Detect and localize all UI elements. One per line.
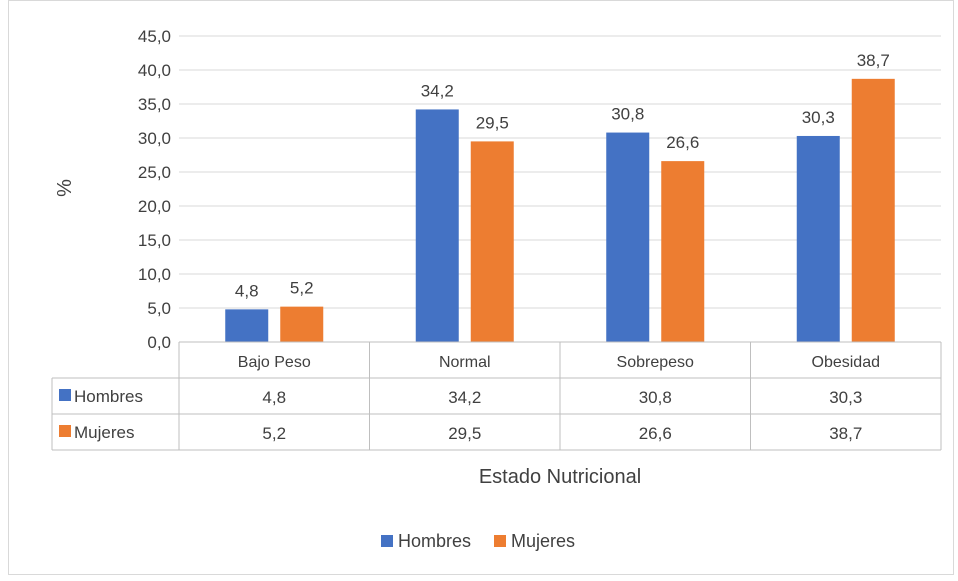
legend-key-hombres xyxy=(381,535,393,547)
table-legend-key xyxy=(59,425,71,437)
bar-mujeres-bajo-peso xyxy=(280,306,324,342)
data-label: 29,5 xyxy=(476,113,509,132)
table-cell: 29,5 xyxy=(448,424,481,443)
y-tick-label: 5,0 xyxy=(147,299,171,318)
y-tick-label: 15,0 xyxy=(138,231,171,250)
bar-mujeres-normal xyxy=(470,141,514,342)
data-label: 34,2 xyxy=(421,81,454,100)
y-axis-title: % xyxy=(54,179,76,197)
y-tick-label: 40,0 xyxy=(138,61,171,80)
category-label: Normal xyxy=(439,354,491,371)
data-label: 30,8 xyxy=(611,105,644,124)
legend-key-mujeres xyxy=(494,535,506,547)
data-label: 30,3 xyxy=(802,108,835,127)
y-tick-label: 35,0 xyxy=(138,95,171,114)
y-tick-label: 0,0 xyxy=(147,333,171,352)
data-label: 38,7 xyxy=(857,51,890,70)
category-label: Bajo Peso xyxy=(238,354,311,371)
data-label: 26,6 xyxy=(666,133,699,152)
table-cell: 26,6 xyxy=(639,424,672,443)
category-label: Obesidad xyxy=(812,354,881,371)
y-tick-label: 30,0 xyxy=(138,129,171,148)
legend-label-mujeres: Mujeres xyxy=(511,531,575,551)
bar-hombres-bajo-peso xyxy=(225,309,269,342)
category-label: Sobrepeso xyxy=(617,354,694,371)
x-axis-title: Estado Nutricional xyxy=(479,466,641,488)
y-tick-label: 20,0 xyxy=(138,197,171,216)
chart: 0,0 5,0 10,0 15,0 20,0 25,0 30,0 35,0 40,0 45,0 4… xyxy=(51,27,942,551)
table-cell: 4,8 xyxy=(262,388,286,407)
bar-hombres-normal xyxy=(415,109,459,342)
table-cell: 34,2 xyxy=(448,388,481,407)
table-cell: 30,3 xyxy=(829,388,862,407)
table-row-label: Mujeres xyxy=(74,423,134,442)
bar-mujeres-sobrepeso xyxy=(661,161,705,342)
bar-mujeres-obesidad xyxy=(851,78,895,342)
data-label: 5,2 xyxy=(290,279,314,298)
y-tick-label: 25,0 xyxy=(138,163,171,182)
y-tick-label: 10,0 xyxy=(138,265,171,284)
bar-hombres-obesidad xyxy=(796,135,840,342)
table-row-label: Hombres xyxy=(74,387,143,406)
bar-hombres-sobrepeso xyxy=(606,132,650,342)
legend-label-hombres: Hombres xyxy=(398,531,471,551)
data-label: 4,8 xyxy=(235,281,259,300)
table-legend-key xyxy=(59,389,71,401)
table-cell: 30,8 xyxy=(639,388,672,407)
table-cell: 38,7 xyxy=(829,424,862,443)
chart-frame: 0,0 5,0 10,0 15,0 20,0 25,0 30,0 35,0 40,0 45,0 4… xyxy=(8,0,954,575)
table-cell: 5,2 xyxy=(262,424,286,443)
y-tick-label: 45,0 xyxy=(138,27,171,46)
